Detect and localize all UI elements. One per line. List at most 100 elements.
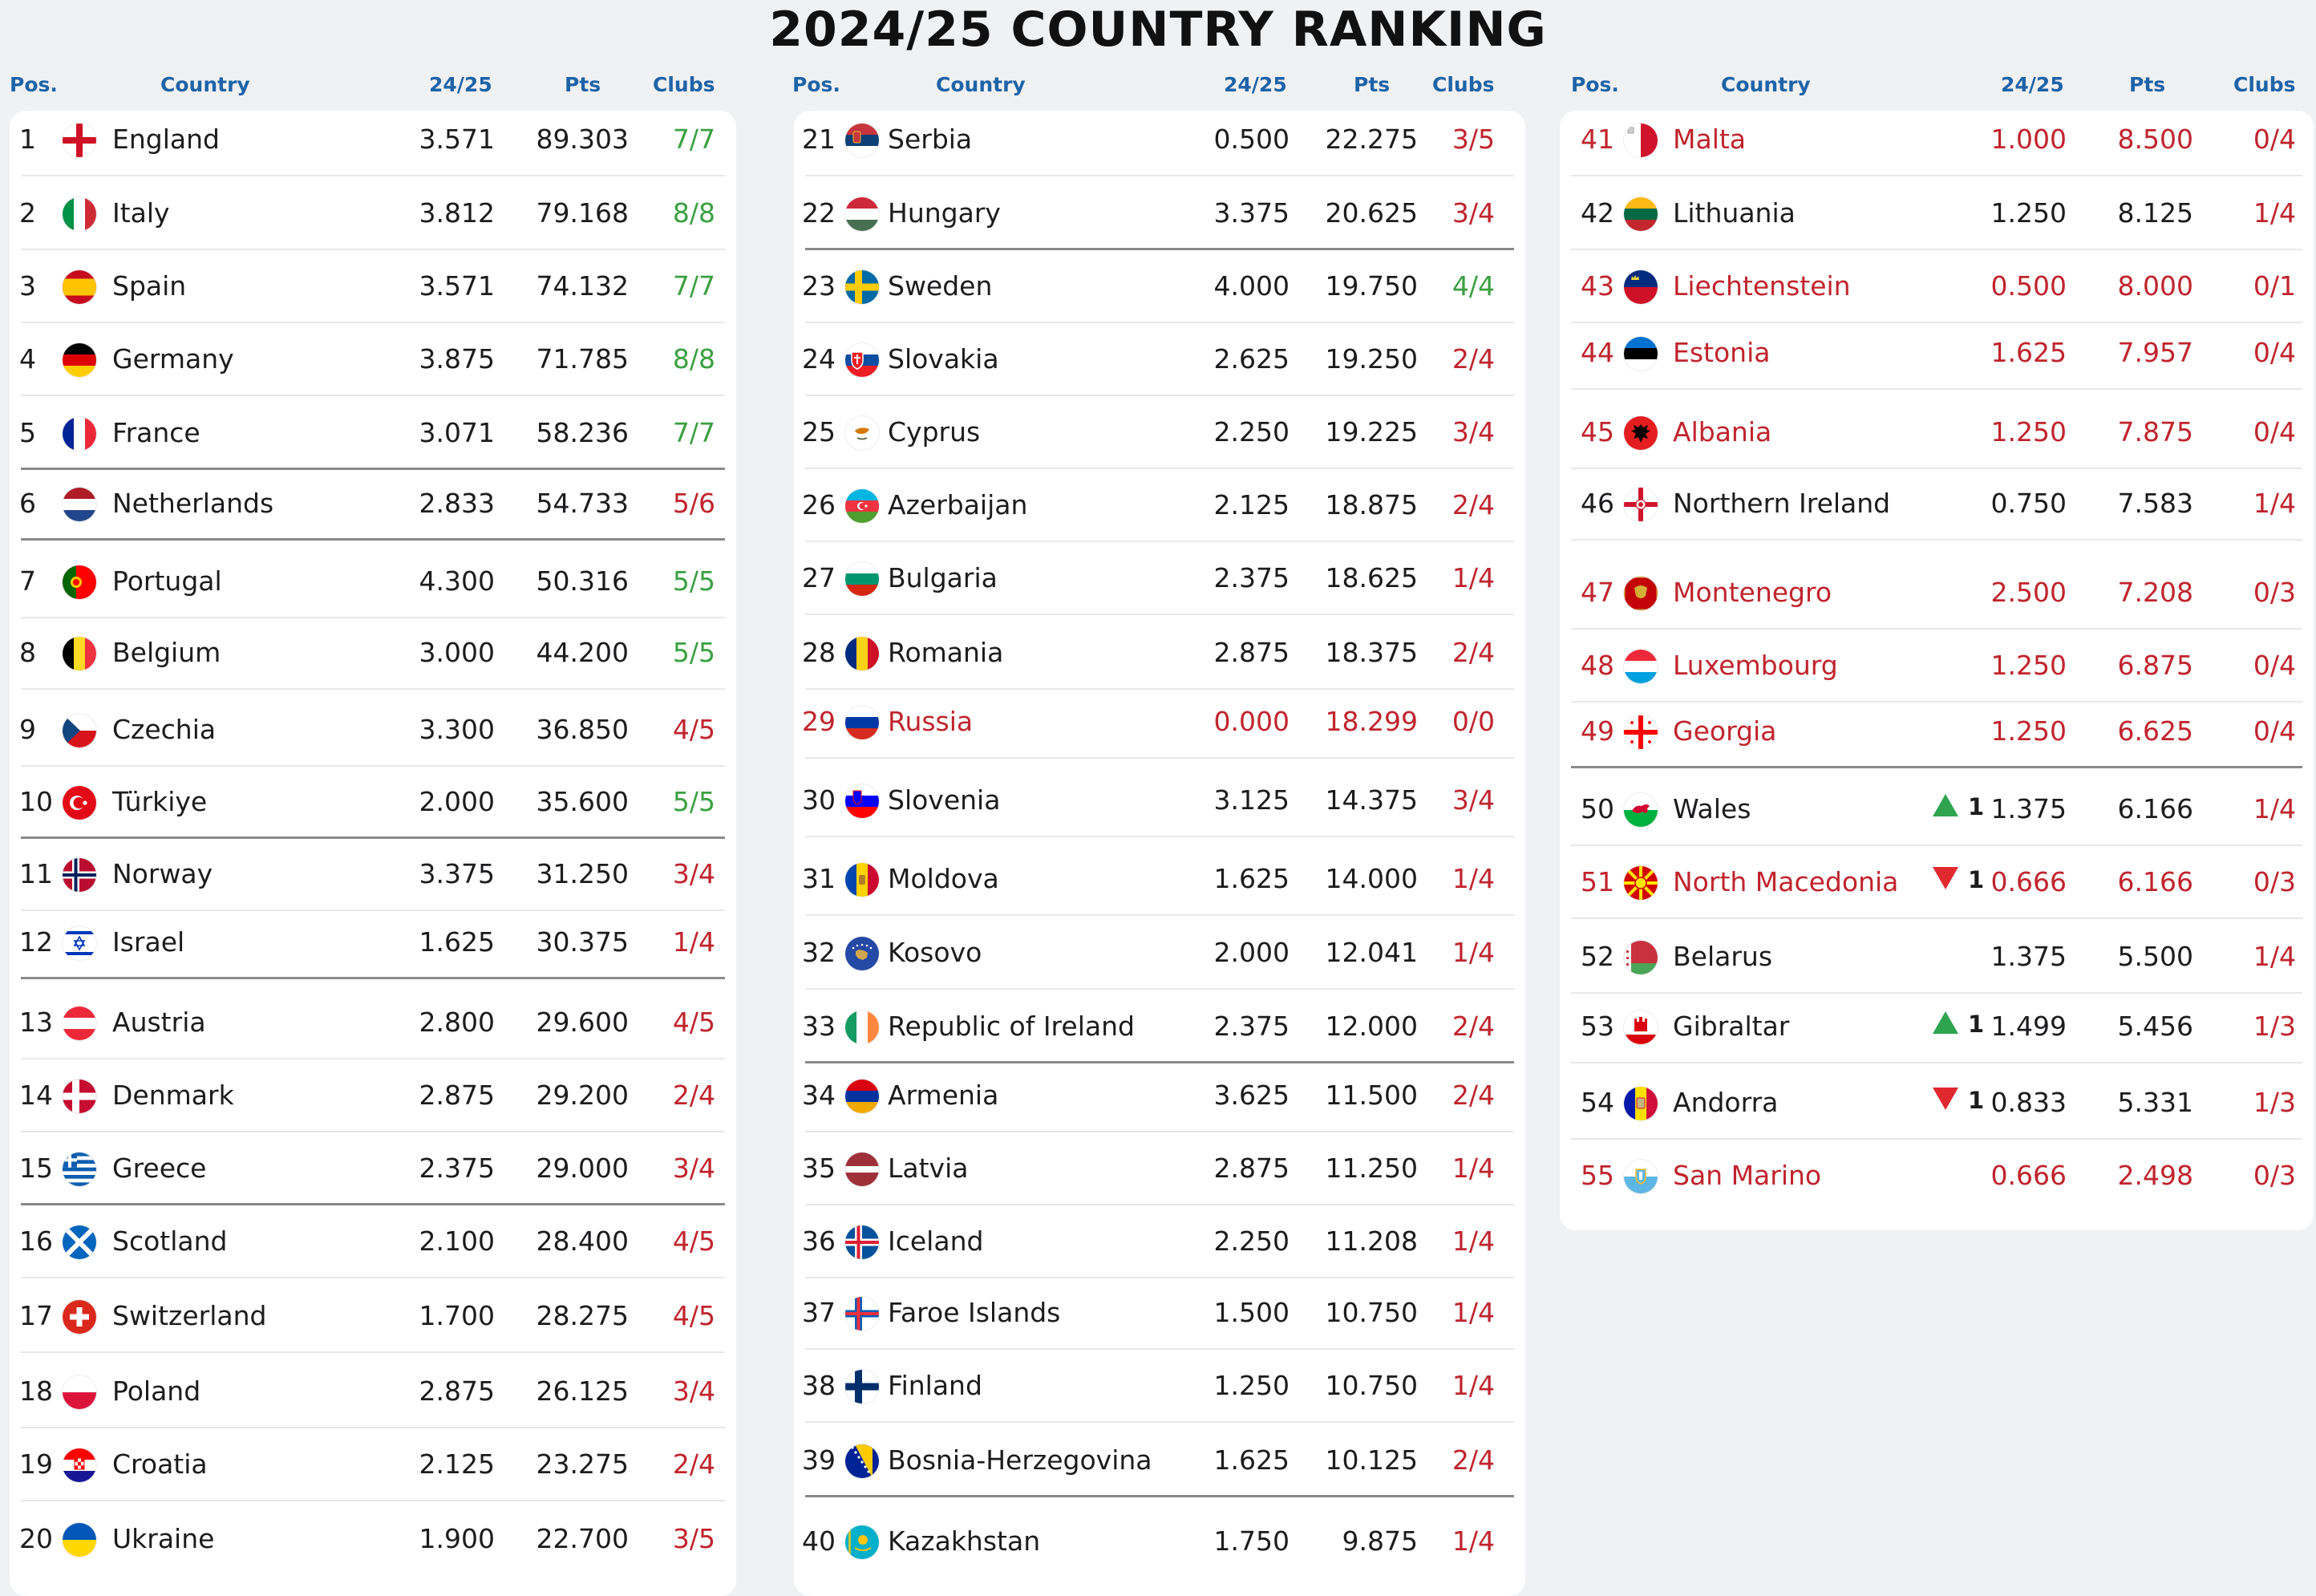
sweden-flag-icon — [845, 270, 879, 304]
portugal-flag-icon — [63, 565, 96, 599]
season-coefficient: 3.000 — [419, 637, 495, 668]
rank-position: 48 — [1581, 650, 1614, 681]
ranking-row: 13 Austria 2.800 29.600 4/5 — [10, 999, 736, 1059]
total-points: 5.456 — [2117, 1011, 2193, 1042]
rank-position: 23 — [802, 270, 836, 302]
estonia-flag-icon — [1624, 337, 1658, 371]
country-name: Belarus — [1673, 941, 1773, 972]
rank-position: 20 — [19, 1523, 53, 1554]
country-name: Armenia — [888, 1080, 999, 1111]
ranking-row: 39 Bosnia-Herzegovina 1.625 10.125 2/4 — [794, 1436, 1525, 1497]
country-name: Azerbaijan — [888, 489, 1028, 521]
rank-position: 53 — [1581, 1011, 1614, 1042]
season-coefficient: 3.375 — [1213, 197, 1290, 229]
ranking-row: 20 Ukraine 1.900 22.700 3/5 — [10, 1515, 736, 1563]
germany-flag-icon — [63, 343, 96, 377]
rank-position: 45 — [1581, 416, 1614, 448]
rank-position: 30 — [802, 784, 836, 816]
clubs-remaining: 3/5 — [1452, 124, 1495, 155]
azerbaijan-flag-icon — [845, 489, 879, 523]
rank-position: 1 — [19, 124, 36, 155]
ranking-row: 16 Scotland 2.100 28.400 4/5 — [10, 1217, 736, 1278]
ranking-row: 37 Faroe Islands 1.500 10.750 1/4 — [794, 1289, 1525, 1350]
total-points: 79.168 — [536, 197, 629, 229]
scotland-flag-icon — [63, 1225, 96, 1259]
country-name: Moldova — [888, 863, 999, 894]
total-points: 14.000 — [1325, 863, 1418, 894]
country-name: Czechia — [112, 714, 217, 745]
ranking-row: 54 Andorra 1 0.833 5.331 1/3 — [1560, 1079, 2314, 1140]
ranking-row: 24 Slovakia 2.625 19.250 2/4 — [794, 335, 1525, 396]
header-coef: 24/25 — [2001, 73, 2064, 96]
ranking-row: 7 Portugal 4.300 50.316 5/5 — [10, 557, 736, 618]
ranking-row: 31 Moldova 1.625 14.000 1/4 — [794, 855, 1525, 916]
country-name: Estonia — [1673, 337, 1771, 368]
season-coefficient: 0.833 — [1990, 1087, 2067, 1118]
total-points: 44.200 — [536, 637, 629, 668]
ranking-row: 15 Greece 2.375 29.000 3/4 — [10, 1144, 736, 1205]
rank-position: 4 — [19, 343, 36, 375]
clubs-remaining: 2/4 — [672, 1080, 715, 1111]
season-coefficient: 3.812 — [419, 197, 495, 229]
country-name: Montenegro — [1673, 577, 1832, 608]
season-coefficient: 1.250 — [1213, 1370, 1290, 1401]
season-coefficient: 3.571 — [419, 270, 495, 302]
total-points: 10.750 — [1325, 1297, 1418, 1328]
season-coefficient: 1.900 — [419, 1523, 495, 1554]
rank-position: 32 — [802, 937, 836, 968]
ranking-row: 40 Kazakhstan 1.750 9.875 1/4 — [794, 1517, 1525, 1566]
rank-change-value: 1 — [1968, 1011, 1985, 1038]
country-name: Bosnia-Herzegovina — [888, 1444, 1152, 1476]
header-pts: Pts — [2129, 73, 2166, 96]
ranking-row: 22 Hungary 3.375 20.625 3/4 — [794, 189, 1525, 250]
total-points: 74.132 — [536, 270, 629, 302]
ranking-row: 50 Wales 1 1.375 6.166 1/4 — [1560, 785, 2314, 846]
ranking-row: 27 Bulgaria 2.375 18.625 1/4 — [794, 554, 1525, 615]
rank-position: 5 — [19, 417, 36, 448]
denmark-flag-icon — [63, 1080, 96, 1113]
netherlands-flag-icon — [63, 488, 96, 521]
country-name: Norway — [112, 858, 213, 889]
total-points: 6.625 — [2117, 715, 2193, 747]
georgia-flag-icon — [1624, 715, 1658, 749]
ranking-row: 44 Estonia 1.625 7.957 0/4 — [1560, 329, 2314, 390]
clubs-remaining: 2/4 — [1452, 1444, 1495, 1476]
country-name: Netherlands — [112, 488, 274, 519]
clubs-remaining: 1/4 — [1452, 1525, 1495, 1557]
arrow-up-icon — [1933, 1011, 1958, 1034]
rank-position: 52 — [1581, 941, 1614, 972]
header-clubs: Clubs — [2233, 73, 2296, 96]
ranking-row: 23 Sweden 4.000 19.750 4/4 — [794, 262, 1525, 323]
country-name: San Marino — [1673, 1160, 1822, 1191]
rank-position: 26 — [802, 489, 836, 521]
country-name: Finland — [888, 1370, 982, 1401]
montenegro-flag-icon — [1624, 577, 1658, 610]
rank-change: 1 — [1933, 1087, 1984, 1114]
country-name: Denmark — [112, 1080, 234, 1111]
clubs-remaining: 3/4 — [1452, 784, 1495, 816]
season-coefficient: 0.500 — [1990, 270, 2067, 302]
total-points: 19.250 — [1325, 343, 1418, 375]
season-coefficient: 0.000 — [1213, 706, 1290, 737]
total-points: 54.733 — [536, 488, 629, 519]
clubs-remaining: 1/4 — [2253, 488, 2296, 519]
total-points: 35.600 — [536, 786, 629, 817]
poland-flag-icon — [63, 1375, 96, 1409]
rank-position: 11 — [19, 858, 53, 889]
total-points: 10.125 — [1325, 1444, 1418, 1476]
country-name: Bulgaria — [888, 562, 998, 593]
rank-position: 33 — [802, 1011, 836, 1042]
bulgaria-flag-icon — [845, 562, 879, 596]
clubs-remaining: 1/4 — [1452, 562, 1495, 593]
rank-change-value: 1 — [1968, 866, 1985, 893]
season-coefficient: 4.000 — [1213, 270, 1290, 302]
clubs-remaining: 0/4 — [2253, 715, 2296, 747]
rank-position: 28 — [802, 637, 836, 668]
ranking-row: 4 Germany 3.875 71.785 8/8 — [10, 335, 736, 396]
rank-position: 22 — [802, 197, 836, 229]
ukraine-flag-icon — [63, 1523, 96, 1557]
san-marino-flag-icon — [1624, 1160, 1658, 1193]
season-coefficient: 3.625 — [1213, 1080, 1290, 1111]
header-clubs: Clubs — [653, 73, 715, 96]
season-coefficient: 2.250 — [1213, 416, 1290, 448]
